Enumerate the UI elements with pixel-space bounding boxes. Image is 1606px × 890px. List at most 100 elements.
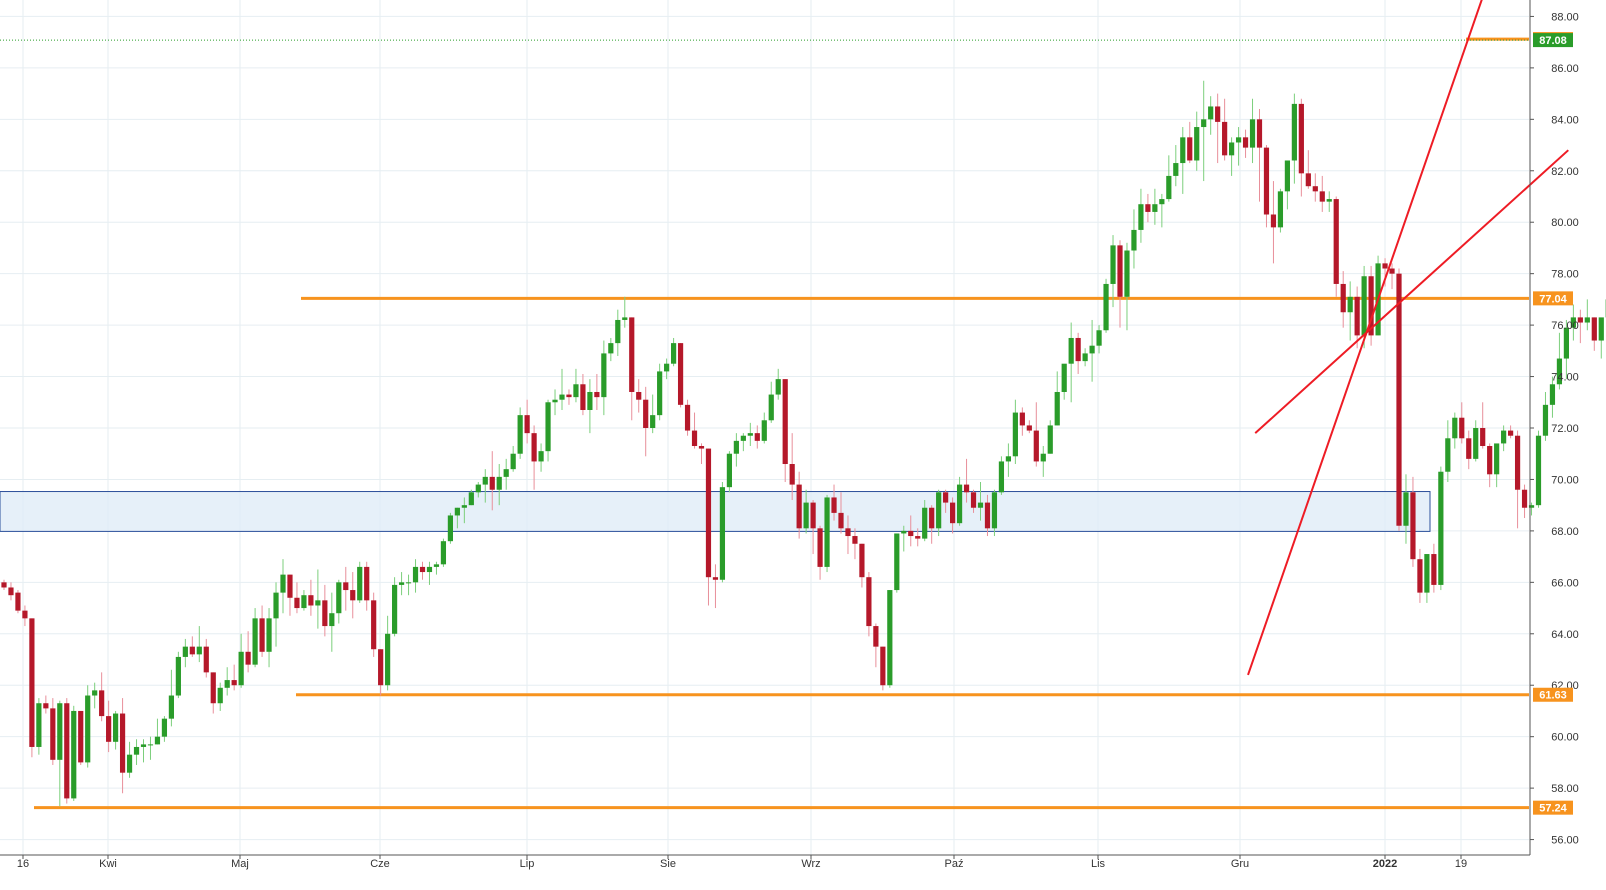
- candle-body: [580, 384, 585, 410]
- trend-line: [1255, 150, 1568, 433]
- x-tick-label: Sie: [660, 858, 676, 870]
- candle-body: [85, 696, 90, 763]
- candle-body: [1, 582, 6, 587]
- candle-body: [1543, 405, 1548, 436]
- candle-body: [1062, 364, 1067, 392]
- candle-body: [204, 647, 209, 673]
- candle-body: [1480, 428, 1485, 446]
- candle-body: [769, 395, 774, 421]
- candle-body: [525, 415, 530, 433]
- candle-body: [957, 485, 962, 524]
- candle-body: [950, 503, 955, 524]
- candle-body: [259, 618, 264, 651]
- axes-layer: 56.0058.0060.0062.0064.0066.0068.0070.00…: [0, 0, 1579, 870]
- candle-body: [657, 371, 662, 415]
- candle-body: [1459, 418, 1464, 439]
- candle-body: [678, 343, 683, 405]
- candle-body: [720, 487, 725, 580]
- candle-body: [462, 505, 467, 508]
- candle-body: [504, 469, 509, 477]
- price-badge-label: 87.08: [1539, 35, 1567, 47]
- candle-body: [978, 503, 983, 508]
- candle-body: [1152, 204, 1157, 212]
- candle-body: [1334, 199, 1339, 284]
- candle-body: [1536, 436, 1541, 505]
- candle-body: [99, 690, 104, 716]
- candle-body: [50, 708, 55, 759]
- candle-body: [106, 716, 111, 742]
- candle-body: [1013, 413, 1018, 457]
- candle-body: [434, 564, 439, 567]
- candle-body: [1020, 413, 1025, 426]
- y-tick-label: 86.00: [1551, 63, 1579, 75]
- candle-body: [1257, 119, 1262, 147]
- candle-body: [915, 536, 920, 539]
- candle-body: [1236, 137, 1241, 142]
- candle-body: [1271, 215, 1276, 228]
- candle-body: [1222, 122, 1227, 155]
- candle-body: [824, 497, 829, 566]
- price-badge-label: 57.24: [1539, 803, 1567, 815]
- candle-body: [427, 567, 432, 572]
- candle-body: [629, 317, 634, 392]
- x-tick-label: 16: [17, 858, 29, 870]
- candle-body: [246, 652, 251, 665]
- candle-body: [797, 485, 802, 529]
- candle-body: [294, 598, 299, 608]
- candle-body: [831, 497, 836, 512]
- candle-body: [378, 649, 383, 685]
- candle-body: [1180, 137, 1185, 163]
- candle-body: [1166, 176, 1171, 199]
- candle-body: [1417, 559, 1422, 592]
- candle-body: [8, 587, 13, 595]
- candle-body: [755, 433, 760, 441]
- candle-body: [1173, 163, 1178, 176]
- candle-body: [113, 714, 118, 742]
- x-tick-label: Paź: [945, 858, 964, 870]
- candle-body: [511, 454, 516, 469]
- y-tick-label: 76.00: [1551, 320, 1579, 332]
- candle-body: [22, 611, 27, 619]
- candle-body: [1006, 456, 1011, 461]
- candle-body: [1069, 338, 1074, 364]
- candle-body: [1201, 119, 1206, 127]
- candle-body: [483, 477, 488, 485]
- candle-body: [287, 575, 292, 598]
- candle-body: [706, 449, 711, 578]
- candle-body: [1083, 353, 1088, 361]
- candle-body: [476, 485, 481, 493]
- y-tick-label: 56.00: [1551, 835, 1579, 847]
- candle-body: [748, 433, 753, 436]
- x-tick-label: Gru: [1231, 858, 1249, 870]
- candle-body: [1564, 328, 1569, 359]
- candle-body: [71, 711, 76, 798]
- candles-layer: [1, 34, 1606, 806]
- candle-body: [406, 582, 411, 583]
- candle-body: [322, 600, 327, 626]
- candle-body: [790, 464, 795, 485]
- candle-body: [622, 317, 627, 320]
- candle-body: [1592, 317, 1597, 340]
- candle-body: [1229, 142, 1234, 155]
- candle-body: [1431, 554, 1436, 585]
- candle-body: [1452, 418, 1457, 439]
- candle-body: [490, 477, 495, 490]
- candle-body: [1522, 490, 1527, 508]
- y-tick-label: 60.00: [1551, 732, 1579, 744]
- candle-body: [518, 415, 523, 454]
- candle-body: [852, 536, 857, 544]
- candle-body: [741, 436, 746, 441]
- candle-body: [1250, 119, 1255, 147]
- support-zone-layer: [0, 492, 1430, 532]
- candle-body: [1110, 245, 1115, 284]
- candle-body: [1501, 431, 1506, 444]
- candle-body: [538, 451, 543, 461]
- candle-body: [455, 508, 460, 516]
- candle-body: [64, 703, 69, 798]
- candle-body: [280, 575, 285, 593]
- candle-body: [57, 703, 62, 760]
- candle-body: [218, 688, 223, 703]
- x-tick-label: Maj: [231, 858, 249, 870]
- candle-body: [559, 395, 564, 400]
